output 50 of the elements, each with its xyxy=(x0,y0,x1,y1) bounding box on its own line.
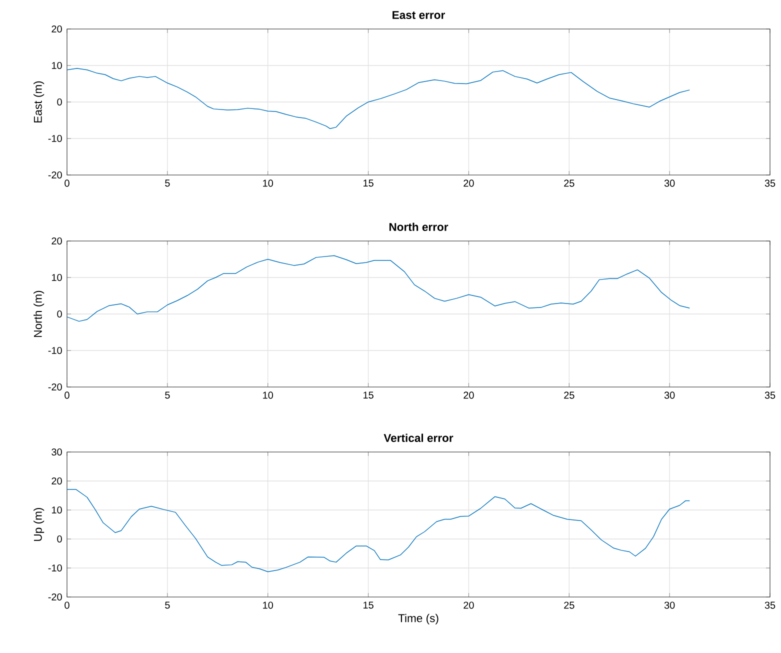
y-tick-label: 10 xyxy=(52,506,62,514)
y-tick-label: 0 xyxy=(57,98,62,106)
x-tick-label: 5 xyxy=(165,602,170,609)
y-tick-label: 0 xyxy=(57,310,62,318)
chart-title: Vertical error xyxy=(384,434,454,442)
x-tick-label: 35 xyxy=(764,392,776,399)
y-tick-label: 20 xyxy=(52,477,62,485)
x-tick-label: 5 xyxy=(165,392,170,399)
x-tick-label: 25 xyxy=(564,180,574,187)
y-tick-label: 30 xyxy=(52,448,62,456)
y-tick-label: -10 xyxy=(48,346,62,354)
x-tick-label: 0 xyxy=(64,392,70,399)
x-tick-label: 10 xyxy=(263,602,273,609)
line-series xyxy=(67,68,690,130)
y-axis-title: North (m) xyxy=(34,290,44,337)
y-tick-label: -10 xyxy=(48,564,62,572)
y-tick-label: 10 xyxy=(52,62,62,70)
x-tick-label: 15 xyxy=(363,602,374,609)
x-tick-label: 0 xyxy=(64,602,70,609)
x-tick-label: 25 xyxy=(564,602,574,609)
x-tick-label: 15 xyxy=(363,180,374,187)
x-tick-label: 20 xyxy=(464,392,474,399)
x-tick-label: 20 xyxy=(464,602,474,609)
x-axis-title: Time (s) xyxy=(398,614,438,624)
chart-title: North error xyxy=(389,222,448,231)
x-tick-label: 30 xyxy=(664,602,675,609)
y-axis-title: East (m) xyxy=(34,81,44,122)
x-tick-label: 30 xyxy=(664,180,675,187)
y-tick-label: -20 xyxy=(48,171,62,179)
line-series xyxy=(67,489,690,572)
x-tick-label: 5 xyxy=(165,180,170,187)
x-tick-label: 10 xyxy=(263,180,273,187)
x-tick-label: 20 xyxy=(464,180,474,187)
x-tick-label: 0 xyxy=(64,180,70,187)
x-tick-label: 35 xyxy=(764,602,776,609)
y-axis-title: Up (m) xyxy=(34,508,44,541)
x-tick-label: 25 xyxy=(564,392,574,399)
chart-title: East error xyxy=(392,11,445,19)
y-tick-label: -10 xyxy=(48,134,62,142)
y-tick-label: 20 xyxy=(52,237,62,245)
x-tick-label: 15 xyxy=(363,392,374,399)
y-tick-label: 20 xyxy=(52,25,62,33)
y-tick-label: -20 xyxy=(48,383,62,391)
line-series xyxy=(67,255,690,322)
y-tick-label: 0 xyxy=(57,535,62,543)
x-tick-label: 10 xyxy=(263,392,273,399)
x-tick-label: 30 xyxy=(664,392,675,399)
y-tick-label: -20 xyxy=(48,593,62,601)
x-tick-label: 35 xyxy=(764,180,776,187)
y-tick-label: 10 xyxy=(52,274,62,282)
